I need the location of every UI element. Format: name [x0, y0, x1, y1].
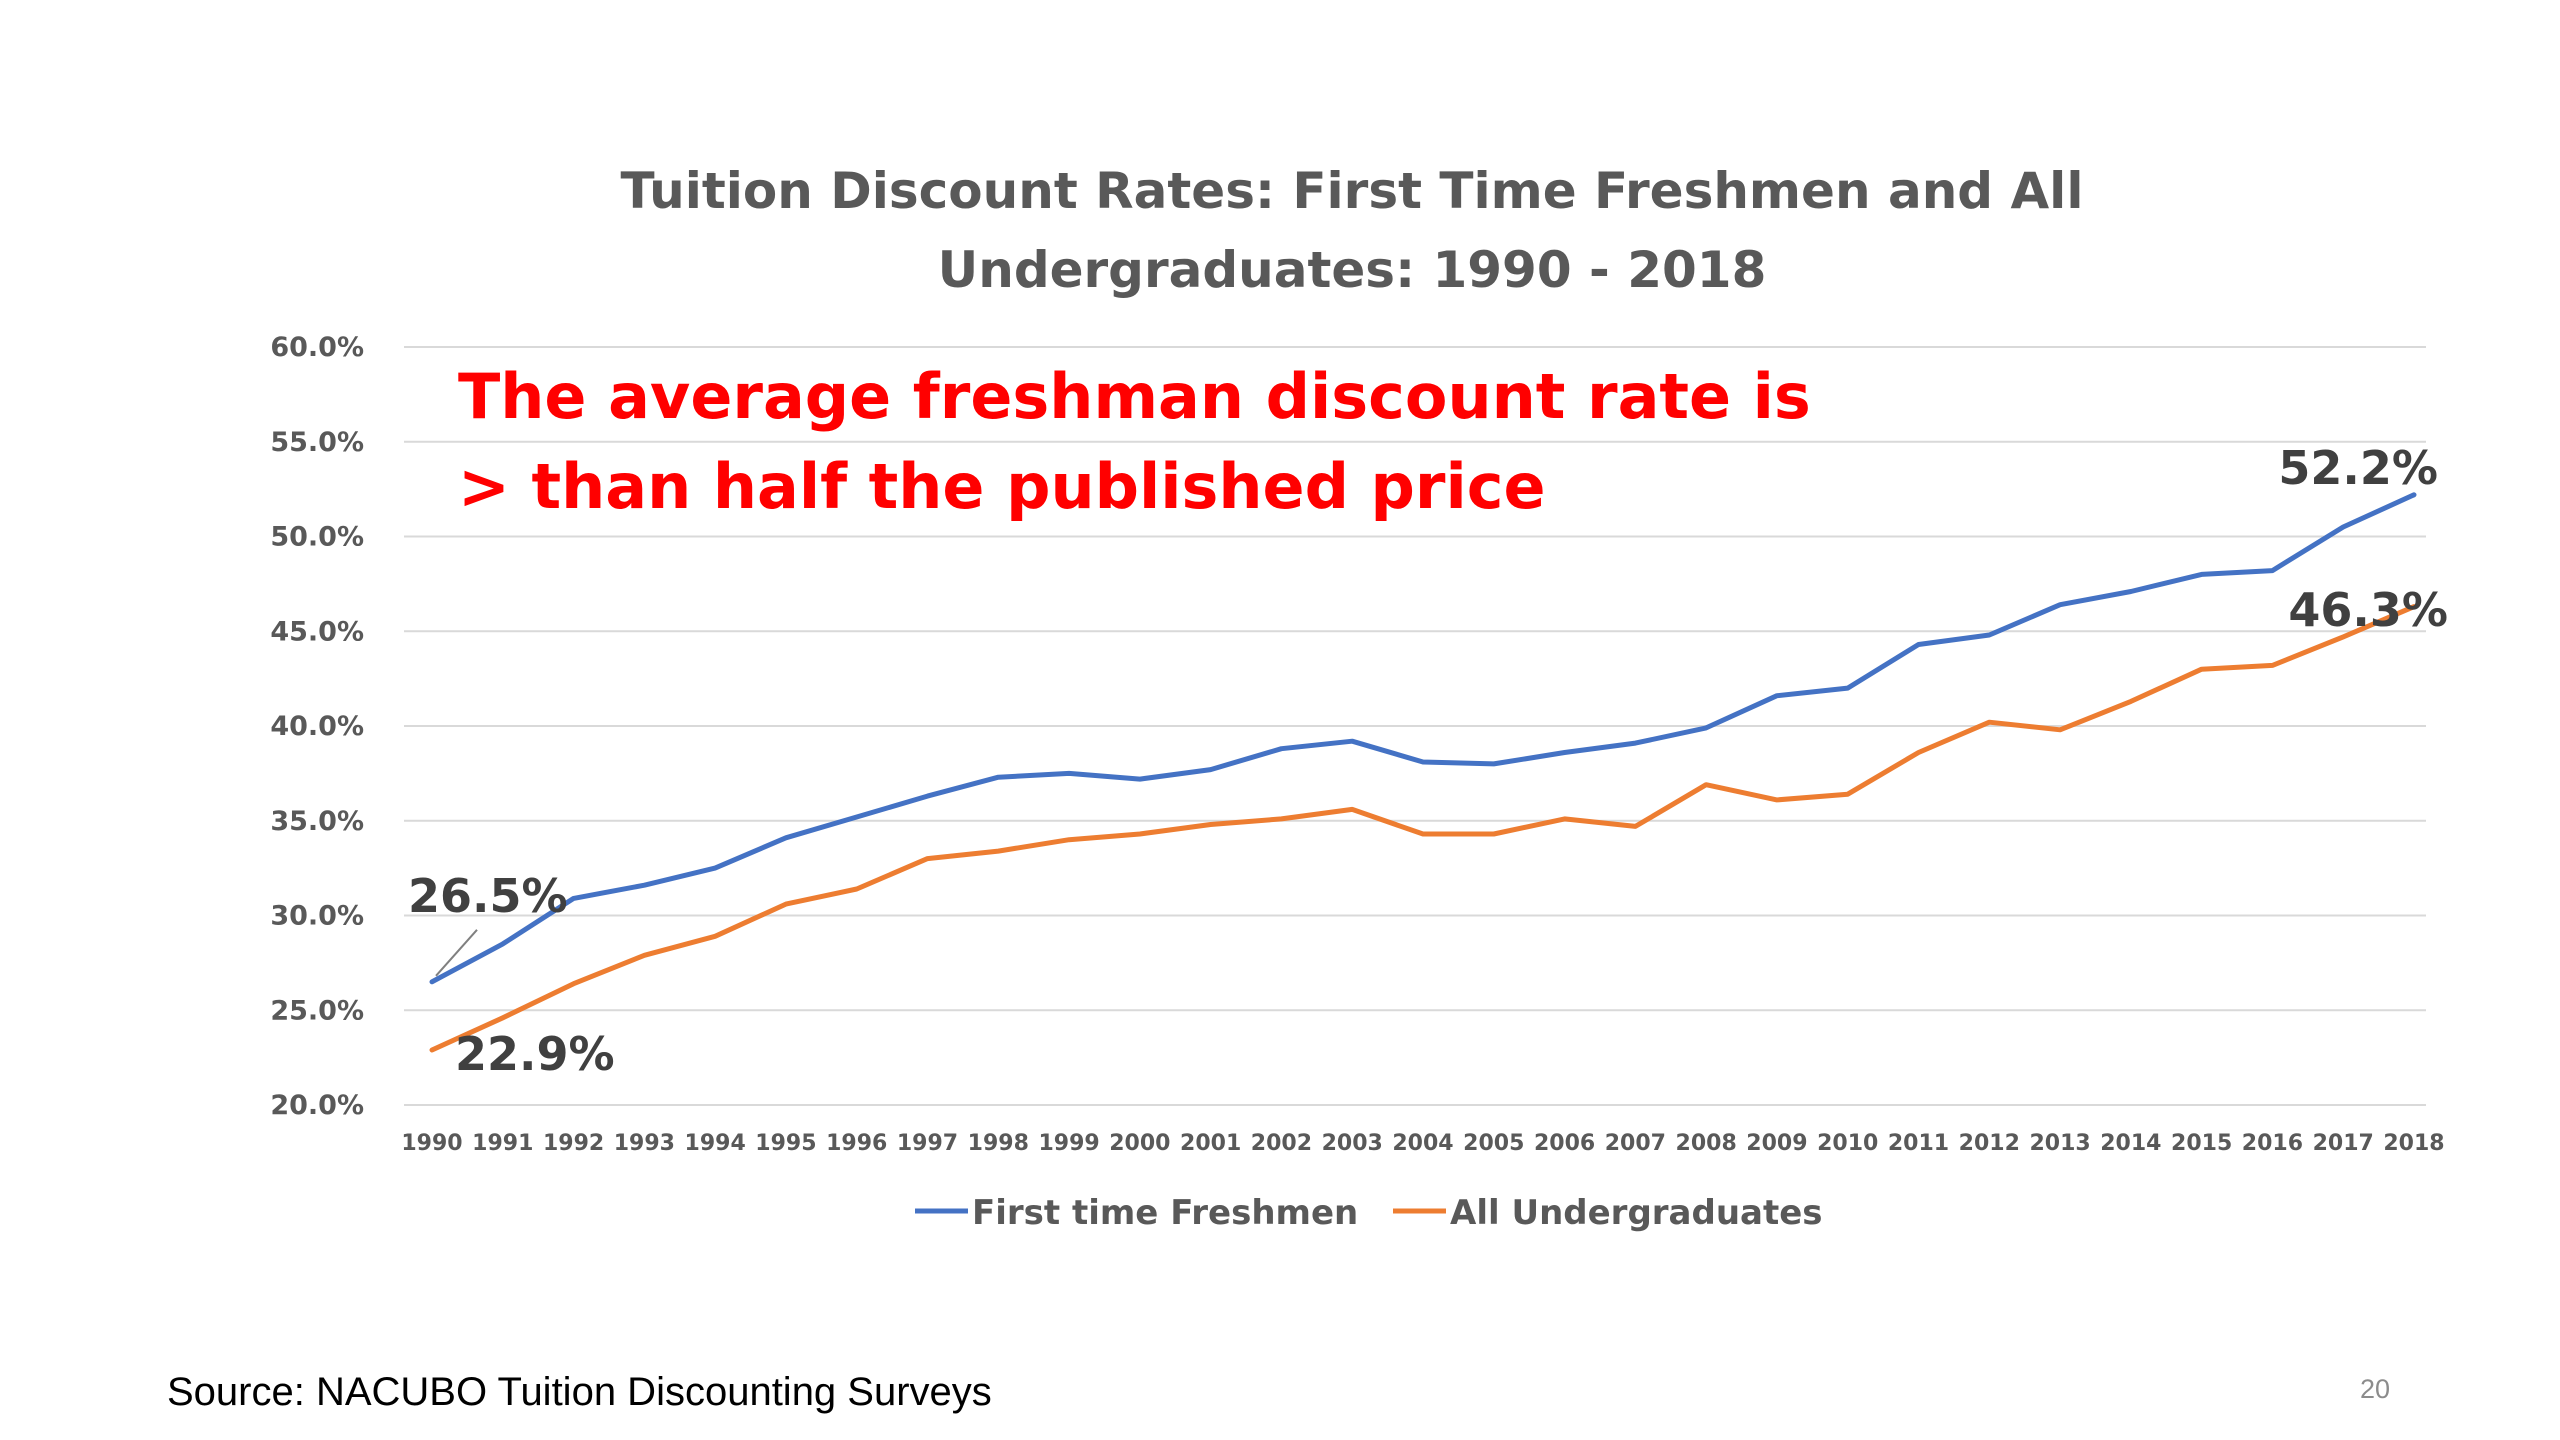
x-tick-label: 2002 — [1251, 1131, 1312, 1156]
x-tick-label: 2001 — [1180, 1131, 1241, 1156]
y-tick-label: 35.0% — [270, 806, 364, 837]
series-lines — [429, 492, 2417, 1053]
y-tick-label: 20.0% — [270, 1090, 364, 1121]
data-label-undergrad-2018: 46.3% — [2288, 583, 2448, 637]
x-tick-label: 1998 — [968, 1131, 1029, 1156]
x-tick-label: 2012 — [1959, 1131, 2020, 1156]
x-tick-label: 2006 — [1534, 1131, 1595, 1156]
x-tick-label: 1992 — [543, 1131, 604, 1156]
x-tick-label: 1996 — [826, 1131, 887, 1156]
annotation-line-2: > than half the published price — [458, 450, 1546, 523]
page-number: 20 — [2360, 1374, 2390, 1404]
x-tick-label: 1991 — [472, 1131, 533, 1156]
x-tick-label: 2004 — [1392, 1131, 1453, 1156]
y-tick-label: 60.0% — [270, 332, 364, 363]
x-tick-label: 2007 — [1605, 1131, 1666, 1156]
series-line-all-undergraduates — [429, 604, 2417, 1053]
x-axis-ticks: 1990 1991 1992 1993 1994 1995 1996 1997 1998 1999… — [401, 1131, 2444, 1156]
gridlines — [404, 346, 2426, 1106]
x-tick-label: 1990 — [401, 1131, 462, 1156]
data-label-freshmen-2018: 52.2% — [2278, 441, 2438, 495]
x-tick-label: 1997 — [897, 1131, 958, 1156]
x-tick-label: 2010 — [1817, 1131, 1878, 1156]
x-tick-label: 2005 — [1463, 1131, 1524, 1156]
data-label-freshmen-1990: 26.5% — [408, 869, 568, 923]
x-tick-label: 1999 — [1038, 1131, 1099, 1156]
y-tick-label: 40.0% — [270, 711, 364, 742]
x-tick-label: 2003 — [1322, 1131, 1383, 1156]
x-tick-label: 1993 — [614, 1131, 675, 1156]
x-tick-label: 2011 — [1888, 1131, 1949, 1156]
data-label-undergrad-1990: 22.9% — [455, 1027, 615, 1081]
chart-title-line-2: Undergraduates: 1990 - 2018 — [938, 241, 1767, 299]
x-tick-label: 2009 — [1746, 1131, 1807, 1156]
x-tick-label: 2008 — [1676, 1131, 1737, 1156]
y-tick-label: 45.0% — [270, 616, 364, 647]
x-tick-label: 2017 — [2313, 1131, 2374, 1156]
y-axis-ticks: 20.0% 25.0% 30.0% 35.0% 40.0% 45.0% 50.0% 55.0%… — [270, 332, 364, 1121]
x-tick-label: 1995 — [755, 1131, 816, 1156]
x-tick-label: 2014 — [2100, 1131, 2161, 1156]
y-tick-label: 25.0% — [270, 995, 364, 1026]
data-label-leader-line — [435, 929, 478, 977]
legend-label-freshmen: First time Freshmen — [972, 1193, 1358, 1233]
x-tick-label: 2000 — [1109, 1131, 1170, 1156]
y-tick-label: 30.0% — [270, 901, 364, 932]
legend-label-undergraduates: All Undergraduates — [1450, 1193, 1823, 1233]
series-line-first-time-freshmen — [429, 492, 2417, 985]
y-tick-label: 55.0% — [270, 427, 364, 458]
annotation-line-1: The average freshman discount rate is — [458, 360, 1811, 433]
x-tick-label: 2013 — [2029, 1131, 2090, 1156]
source-note: Source: NACUBO Tuition Discounting Surve… — [167, 1370, 992, 1414]
y-tick-label: 50.0% — [270, 522, 364, 553]
x-tick-label: 2016 — [2242, 1131, 2303, 1156]
x-tick-label: 2018 — [2383, 1131, 2444, 1156]
x-tick-label: 1994 — [685, 1131, 746, 1156]
x-tick-label: 2015 — [2171, 1131, 2232, 1156]
legend: First time Freshmen All Undergraduates — [915, 1193, 1823, 1233]
chart-title-line-1: Tuition Discount Rates: First Time Fresh… — [621, 162, 2084, 220]
